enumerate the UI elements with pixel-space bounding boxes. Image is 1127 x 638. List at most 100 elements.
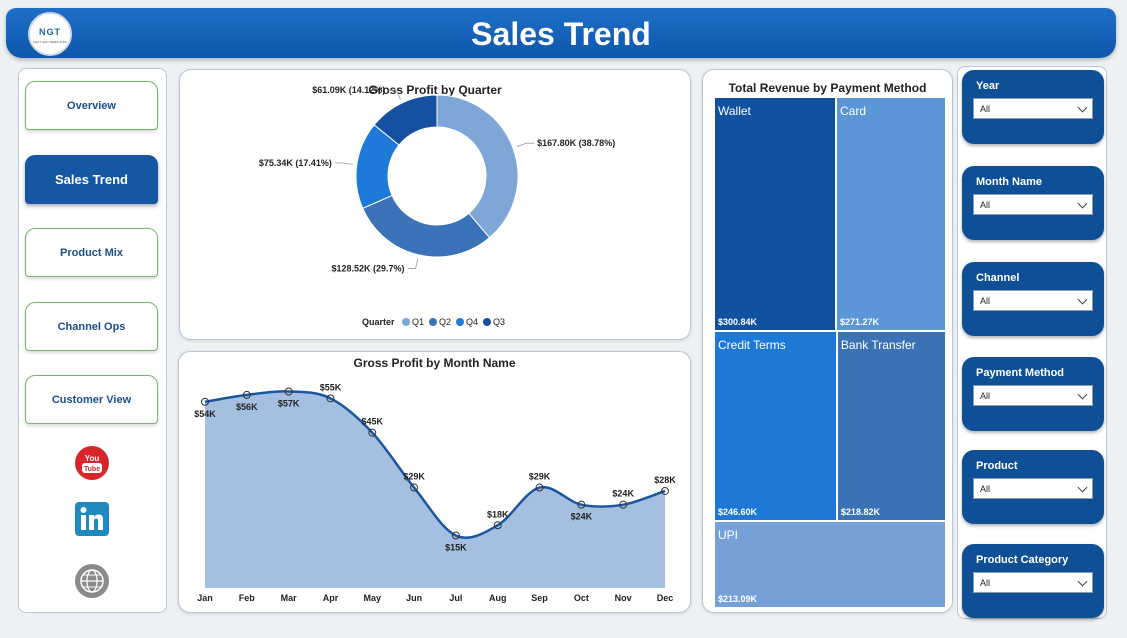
x-axis-tick-label: Oct: [574, 593, 589, 603]
treemap-cell[interactable]: UPI $213.09K: [714, 520, 946, 608]
donut-slice-q3[interactable]: [373, 94, 438, 146]
area-fill: [205, 391, 665, 588]
donut-data-label: $167.80K (38.78%): [537, 138, 615, 148]
x-axis-tick-label: Sep: [531, 593, 548, 603]
filter-year-card: Year All: [962, 70, 1104, 144]
filter-channel-dropdown[interactable]: All: [973, 290, 1093, 311]
chevron-down-icon: [1077, 482, 1088, 493]
legend-label-q1: Q1: [412, 317, 424, 327]
treemap-cell-value: $271.27K: [839, 316, 880, 327]
treemap-title: Total Revenue by Payment Method: [728, 81, 927, 95]
filter-selected-value: All: [980, 296, 991, 306]
nav-channel-ops-button[interactable]: Channel Ops: [25, 302, 158, 351]
chevron-down-icon: [1077, 102, 1088, 113]
gross-profit-by-month-card: Gross Profit by Month Name $54K Jan $56K Fe…: [178, 351, 691, 613]
area-point[interactable]: [410, 483, 419, 492]
area-data-label: $24K: [571, 512, 593, 522]
filter-selected-value: All: [980, 578, 991, 588]
area-data-label: $29K: [529, 472, 551, 482]
area-point[interactable]: [535, 483, 544, 492]
x-axis-tick-label: May: [364, 593, 382, 603]
filter-product-category-dropdown[interactable]: All: [973, 572, 1093, 593]
filter-selected-value: All: [980, 104, 991, 114]
filter-product-label: Product: [976, 460, 1018, 472]
filter-year-label: Year: [976, 80, 1000, 92]
chevron-down-icon: [1077, 198, 1088, 209]
legend-label-q4: Q4: [466, 317, 478, 327]
donut-data-label: $128.52K (29.7%): [332, 264, 405, 274]
legend-label-q2: Q2: [439, 317, 451, 327]
filter-product-category-card: Product Category All: [962, 544, 1104, 618]
x-axis-tick-label: Jun: [406, 593, 422, 603]
donut-slice-q2[interactable]: [362, 194, 491, 258]
area-data-label: $54K: [194, 409, 216, 419]
treemap-cell[interactable]: Wallet $300.84K: [714, 97, 836, 331]
area-point[interactable]: [368, 428, 377, 437]
donut-slice-q1[interactable]: [436, 94, 519, 239]
donut-leader-line: [407, 258, 419, 269]
treemap-cell-name: Wallet: [718, 104, 751, 118]
treemap-cell-name: UPI: [718, 527, 739, 542]
filters-panel: [957, 66, 1107, 619]
donut-leader-line: [388, 89, 401, 100]
filter-year-dropdown[interactable]: All: [973, 98, 1093, 119]
treemap-cell-name: Credit Terms: [718, 337, 786, 352]
legend-marker-q1: [402, 318, 410, 326]
youtube-icon[interactable]: You Tube: [74, 445, 110, 481]
treemap-cell-value: $213.09K: [718, 593, 758, 604]
donut-chart: $167.80K (38.78%) $128.52K (29.7%) $75.34K…: [259, 85, 615, 327]
treemap-cell[interactable]: Card $271.27K: [835, 97, 946, 331]
legend-label-q3: Q3: [493, 317, 505, 327]
filter-payment-method-label: Payment Method: [976, 367, 1065, 379]
linkedin-icon[interactable]: [74, 501, 110, 537]
revenue-by-payment-card: Total Revenue by Payment Method Wallet $3…: [702, 69, 953, 613]
donut-legend-title: Quarter: [362, 317, 395, 327]
filter-selected-value: All: [980, 484, 991, 494]
area-point[interactable]: [451, 531, 460, 540]
area-point[interactable]: [242, 390, 251, 399]
x-axis-tick-label: Jan: [197, 593, 213, 603]
filter-product-dropdown[interactable]: All: [973, 478, 1093, 499]
legend-marker-q4: [456, 318, 464, 326]
logo: NGT NEXT GEN TEMPLATES: [28, 12, 72, 56]
area-line: [204, 390, 666, 539]
area-data-label: $55K: [320, 382, 342, 392]
chevron-down-icon: [1077, 389, 1088, 400]
area-point[interactable]: [661, 486, 669, 495]
filter-channel-card: Channel All: [962, 262, 1104, 336]
svg-text:You: You: [85, 454, 100, 463]
globe-icon[interactable]: [74, 563, 110, 599]
filter-product-category-label: Product Category: [976, 554, 1069, 566]
filter-month-name-label: Month Name: [976, 176, 1042, 188]
filter-channel-label: Channel: [976, 272, 1020, 284]
area-data-label: $45K: [362, 417, 384, 427]
treemap-cell-value: $246.60K: [718, 506, 758, 517]
filter-month-name-dropdown[interactable]: All: [973, 194, 1093, 215]
filter-payment-method-dropdown[interactable]: All: [973, 385, 1093, 406]
header-bar: NGT NEXT GEN TEMPLATES Sales Trend: [6, 8, 1116, 58]
filter-month-name-card: Month Name All: [962, 166, 1104, 240]
donut-leader-line: [516, 142, 535, 148]
nav-sales-trend-button[interactable]: Sales Trend: [25, 155, 158, 204]
nav-product-mix-button[interactable]: Product Mix: [25, 228, 158, 277]
treemap-cell[interactable]: Credit Terms $246.60K: [714, 330, 837, 521]
x-axis-tick-label: Aug: [489, 593, 507, 603]
area-point[interactable]: [326, 394, 335, 403]
chevron-down-icon: [1077, 576, 1088, 587]
nav-overview-button[interactable]: Overview: [25, 81, 158, 130]
donut-chart-title: Gross Profit by Quarter: [368, 83, 502, 97]
area-point[interactable]: [493, 521, 502, 530]
nav-customer-view-button[interactable]: Customer View: [25, 375, 158, 424]
svg-text:Tube: Tube: [84, 466, 100, 473]
area-point[interactable]: [201, 397, 209, 406]
area-data-label: $18K: [487, 509, 509, 519]
area-point[interactable]: [619, 500, 628, 509]
area-point[interactable]: [284, 387, 293, 396]
area-point[interactable]: [577, 500, 586, 509]
area-data-label: $15K: [445, 543, 467, 553]
filter-selected-value: All: [980, 391, 991, 401]
treemap-cell[interactable]: Bank Transfer $218.82K: [836, 330, 946, 521]
filter-payment-method-card: Payment Method All: [962, 357, 1104, 431]
nav-panel: Overview Sales Trend Product Mix Channel…: [18, 68, 167, 613]
treemap-chart: Wallet $300.84K Card $271.27K Credit Terms $2…: [714, 97, 946, 608]
